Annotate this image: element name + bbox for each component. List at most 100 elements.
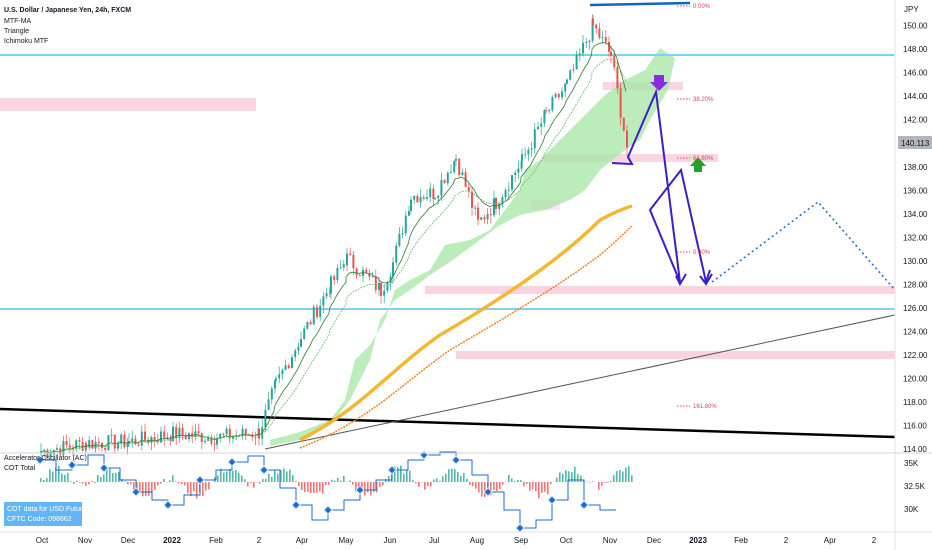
osc-bar xyxy=(403,473,405,482)
candle-body xyxy=(548,110,551,112)
osc-bar xyxy=(601,482,603,486)
support-zone-122 xyxy=(456,351,895,359)
candle-body xyxy=(592,18,594,25)
osc-bar xyxy=(106,467,108,482)
osc-bar xyxy=(364,482,366,496)
osc-bar xyxy=(55,467,57,482)
candle-body xyxy=(543,110,546,124)
osc-bar xyxy=(433,479,435,482)
osc-bar xyxy=(511,478,513,482)
osc-bar xyxy=(88,482,90,485)
cot-marker xyxy=(387,465,397,475)
osc-bar xyxy=(451,468,453,482)
candle-body xyxy=(619,88,622,118)
candle-body xyxy=(204,440,206,443)
candle-body xyxy=(401,233,404,235)
y-tick-label: 120.00 xyxy=(903,374,928,383)
osc-bar xyxy=(424,482,426,490)
fib-level-label: 38.20% xyxy=(693,97,714,103)
candle-body xyxy=(432,188,435,199)
candle-body xyxy=(160,431,162,443)
candle-body xyxy=(346,253,348,265)
candle-body xyxy=(458,158,461,176)
osc-bar xyxy=(271,476,273,482)
rising-trendline xyxy=(264,314,896,450)
osc-bar xyxy=(85,482,87,486)
osc-bar xyxy=(136,482,138,494)
candle-body xyxy=(137,444,140,446)
osc-bar xyxy=(280,470,282,482)
osc-bar xyxy=(466,478,468,482)
osc-bar xyxy=(535,482,537,492)
osc-bar xyxy=(169,480,171,482)
osc-bar xyxy=(187,482,189,494)
osc-bar xyxy=(508,474,510,482)
osc-bar xyxy=(541,482,543,493)
osc-bar xyxy=(499,482,501,489)
osc-bar xyxy=(184,482,186,486)
osc-bar xyxy=(43,479,45,482)
candle-body xyxy=(395,245,398,263)
osc-bar xyxy=(475,482,477,489)
candle-body xyxy=(504,190,507,198)
osc-bar xyxy=(253,482,255,488)
candle-body xyxy=(75,440,78,450)
candle-body xyxy=(62,441,65,455)
x-tick-label: Sep xyxy=(514,536,529,545)
osc-bar xyxy=(493,482,495,490)
candle-body xyxy=(378,282,380,290)
candle-body xyxy=(113,434,116,449)
candle-body xyxy=(65,441,68,446)
osc-bar xyxy=(100,476,102,482)
osc-bar xyxy=(478,482,480,493)
candle-body xyxy=(572,69,575,71)
osc-bar xyxy=(580,475,582,482)
candle-body xyxy=(56,448,58,450)
candle-body xyxy=(383,290,386,296)
x-tick-label: Oct xyxy=(560,536,573,545)
candle-body xyxy=(511,175,513,190)
osc-bar xyxy=(145,482,147,497)
indicator-label-ichimoku[interactable]: Ichimoku MTF xyxy=(4,38,48,45)
y-tick-label: 148.00 xyxy=(903,45,928,54)
candle-body xyxy=(520,160,523,169)
osc-bar xyxy=(418,482,420,487)
candle-body xyxy=(278,374,281,379)
osc-bar xyxy=(406,469,408,482)
indicator-label-ma[interactable]: MTF-MA xyxy=(4,18,32,25)
x-tick-label: 2023 xyxy=(689,536,707,545)
osc-bar xyxy=(325,482,327,485)
cot-label[interactable]: COT Total xyxy=(4,465,36,472)
chart-title: U.S. Dollar / Japanese Yen, 24h, FXCM xyxy=(4,7,131,14)
candle-body xyxy=(551,97,554,111)
indicator-label-triangle[interactable]: Triangle xyxy=(4,28,29,35)
candle-body xyxy=(107,435,110,451)
osc-bar xyxy=(628,466,630,482)
osc-bar xyxy=(460,475,462,482)
osc-bar xyxy=(298,482,300,487)
cot-marker xyxy=(483,487,493,497)
ma-orange-dotted xyxy=(299,225,633,449)
osc-bar xyxy=(241,475,243,482)
osc-bar xyxy=(217,475,219,482)
osc-bar xyxy=(598,482,600,490)
osc-bar xyxy=(205,482,207,491)
x-tick-label: Feb xyxy=(209,536,223,545)
candle-body xyxy=(443,179,446,184)
oscillator-label[interactable]: Accelerator Oscillator (AC) xyxy=(4,455,87,462)
fib-level-label: 0.00% xyxy=(693,4,711,10)
candle-body xyxy=(91,440,94,449)
cot-info-box xyxy=(4,502,82,526)
osc-bar xyxy=(118,471,120,482)
osc-bar xyxy=(589,482,591,483)
y-tick-label: 136.00 xyxy=(903,186,928,195)
support-zone-128 xyxy=(425,286,895,294)
osc-bar xyxy=(538,482,540,499)
osc-bar xyxy=(262,479,264,482)
candle-body xyxy=(68,445,71,448)
cot-info-line2: CFTC Code: 098662 xyxy=(7,516,72,523)
candle-body xyxy=(297,346,300,351)
